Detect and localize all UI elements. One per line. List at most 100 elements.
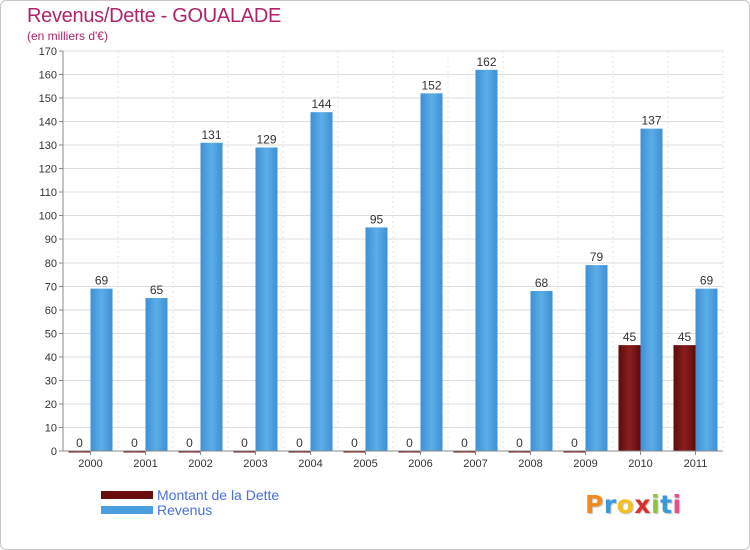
data-label-revenus: 69 bbox=[95, 274, 109, 288]
y-tick-label: 20 bbox=[45, 399, 57, 411]
data-label-revenus: 162 bbox=[476, 55, 496, 69]
logo-letter: o bbox=[616, 490, 635, 519]
x-tick-label: 2010 bbox=[628, 458, 652, 470]
data-label-revenus: 131 bbox=[201, 128, 221, 142]
legend-item-dette: Montant de la Dette bbox=[101, 486, 280, 503]
x-tick-label: 2011 bbox=[684, 458, 708, 470]
chart-subtitle: (en milliers d'€) bbox=[27, 29, 108, 43]
bar-dette bbox=[453, 451, 476, 453]
data-label-revenus: 144 bbox=[311, 97, 331, 111]
bar-revenus bbox=[200, 142, 223, 451]
legend-label-dette: Montant de la Dette bbox=[157, 486, 280, 503]
x-tick-label: 2007 bbox=[463, 458, 487, 470]
data-label-dette: 0 bbox=[186, 436, 193, 450]
logo-letter: P bbox=[585, 490, 604, 519]
x-tick-label: 2002 bbox=[188, 458, 212, 470]
bar-revenus bbox=[475, 69, 498, 451]
bar-revenus bbox=[145, 298, 168, 451]
data-label-dette: 45 bbox=[678, 330, 692, 344]
bar-chart: 0 69 0 65 0 131 0 129 0 144 0 95 0 152 0 162 0 68 0 79 45 137… bbox=[39, 46, 724, 470]
data-label-dette: 0 bbox=[76, 436, 83, 450]
bar-revenus bbox=[530, 291, 553, 451]
y-tick-label: 10 bbox=[45, 422, 57, 434]
data-label-dette: 0 bbox=[131, 436, 138, 450]
bar-revenus bbox=[695, 288, 718, 451]
logo-letter: x bbox=[634, 490, 651, 519]
data-label-revenus: 137 bbox=[641, 114, 661, 128]
x-tick-label: 2003 bbox=[243, 458, 267, 470]
x-tick-label: 2009 bbox=[573, 458, 597, 470]
bar-dette bbox=[508, 451, 531, 453]
bar-dette bbox=[398, 451, 421, 453]
y-tick-label: 170 bbox=[39, 46, 57, 58]
bar-revenus bbox=[90, 288, 113, 451]
data-label-dette: 0 bbox=[351, 436, 358, 450]
data-label-dette: 0 bbox=[571, 436, 578, 450]
y-tick-label: 30 bbox=[45, 375, 57, 387]
bar-revenus bbox=[365, 227, 388, 451]
data-label-dette: 45 bbox=[623, 330, 637, 344]
x-tick-label: 2000 bbox=[78, 458, 102, 470]
data-label-revenus: 95 bbox=[370, 212, 384, 226]
y-tick-label: 110 bbox=[39, 187, 57, 199]
y-tick-label: 140 bbox=[39, 117, 57, 129]
bar-dette bbox=[563, 451, 586, 453]
data-label-dette: 0 bbox=[406, 436, 413, 450]
y-tick-label: 40 bbox=[45, 352, 57, 364]
data-label-revenus: 69 bbox=[700, 274, 714, 288]
bar-revenus bbox=[310, 112, 333, 452]
x-tick-label: 2001 bbox=[133, 458, 157, 470]
logo-letter: r bbox=[603, 490, 617, 519]
grid-lines bbox=[62, 50, 724, 452]
chart-title: Revenus/Dette - GOUALADE bbox=[27, 5, 282, 27]
proxiti-logo: Proxiti bbox=[585, 490, 682, 519]
legend-label-revenus: Revenus bbox=[157, 501, 213, 518]
bars: 0 69 0 65 0 131 0 129 0 144 0 95 0 152 0 162 0 68 0 79 45 137… bbox=[68, 55, 718, 453]
data-label-revenus: 68 bbox=[535, 276, 549, 290]
y-tick-label: 120 bbox=[39, 164, 57, 176]
x-tick-label: 2006 bbox=[408, 458, 432, 470]
bar-dette bbox=[233, 451, 256, 453]
data-label-revenus: 65 bbox=[150, 283, 164, 297]
data-label-dette: 0 bbox=[296, 436, 303, 450]
legend-swatch-dette bbox=[101, 490, 153, 499]
y-tick-label: 90 bbox=[45, 234, 57, 246]
bar-dette bbox=[288, 451, 311, 453]
logo-letter: i bbox=[672, 490, 682, 519]
x-tick-label: 2008 bbox=[518, 458, 542, 470]
y-tick-label: 80 bbox=[45, 258, 57, 270]
bar-dette bbox=[68, 451, 91, 453]
data-label-dette: 0 bbox=[461, 436, 468, 450]
y-tick-label: 50 bbox=[45, 328, 57, 340]
x-tick-label: 2005 bbox=[353, 458, 377, 470]
data-label-revenus: 79 bbox=[590, 250, 604, 264]
data-label-dette: 0 bbox=[241, 436, 248, 450]
y-tick-label: 130 bbox=[39, 140, 57, 152]
bar-dette bbox=[178, 451, 201, 453]
bar-revenus bbox=[255, 147, 278, 451]
legend-item-revenus: Revenus bbox=[101, 501, 279, 518]
logo-letter: i bbox=[651, 490, 661, 519]
axes: 0 10 20 30 40 50 60 70 80 90 100 110 120 130 140 150 160… bbox=[39, 46, 723, 470]
legend-swatch-revenus bbox=[101, 505, 153, 514]
y-tick-label: 60 bbox=[45, 305, 57, 317]
bar-revenus bbox=[640, 128, 663, 451]
data-label-revenus: 129 bbox=[256, 132, 276, 146]
data-label-revenus: 152 bbox=[421, 78, 441, 92]
y-tick-label: 150 bbox=[39, 93, 57, 105]
bar-dette bbox=[673, 345, 696, 451]
data-label-dette: 0 bbox=[516, 436, 523, 450]
legend: Montant de la Dette Revenus bbox=[101, 486, 280, 518]
bar-revenus bbox=[585, 265, 608, 451]
bar-dette bbox=[123, 451, 146, 453]
y-tick-label: 70 bbox=[45, 281, 57, 293]
bar-revenus bbox=[420, 93, 443, 452]
bar-dette bbox=[343, 451, 366, 453]
x-tick-label: 2004 bbox=[298, 458, 322, 470]
y-tick-label: 160 bbox=[39, 70, 57, 82]
y-tick-label: 0 bbox=[51, 446, 57, 458]
logo-letter: t bbox=[660, 490, 673, 519]
y-tick-label: 100 bbox=[39, 211, 57, 223]
bar-dette bbox=[618, 345, 641, 451]
